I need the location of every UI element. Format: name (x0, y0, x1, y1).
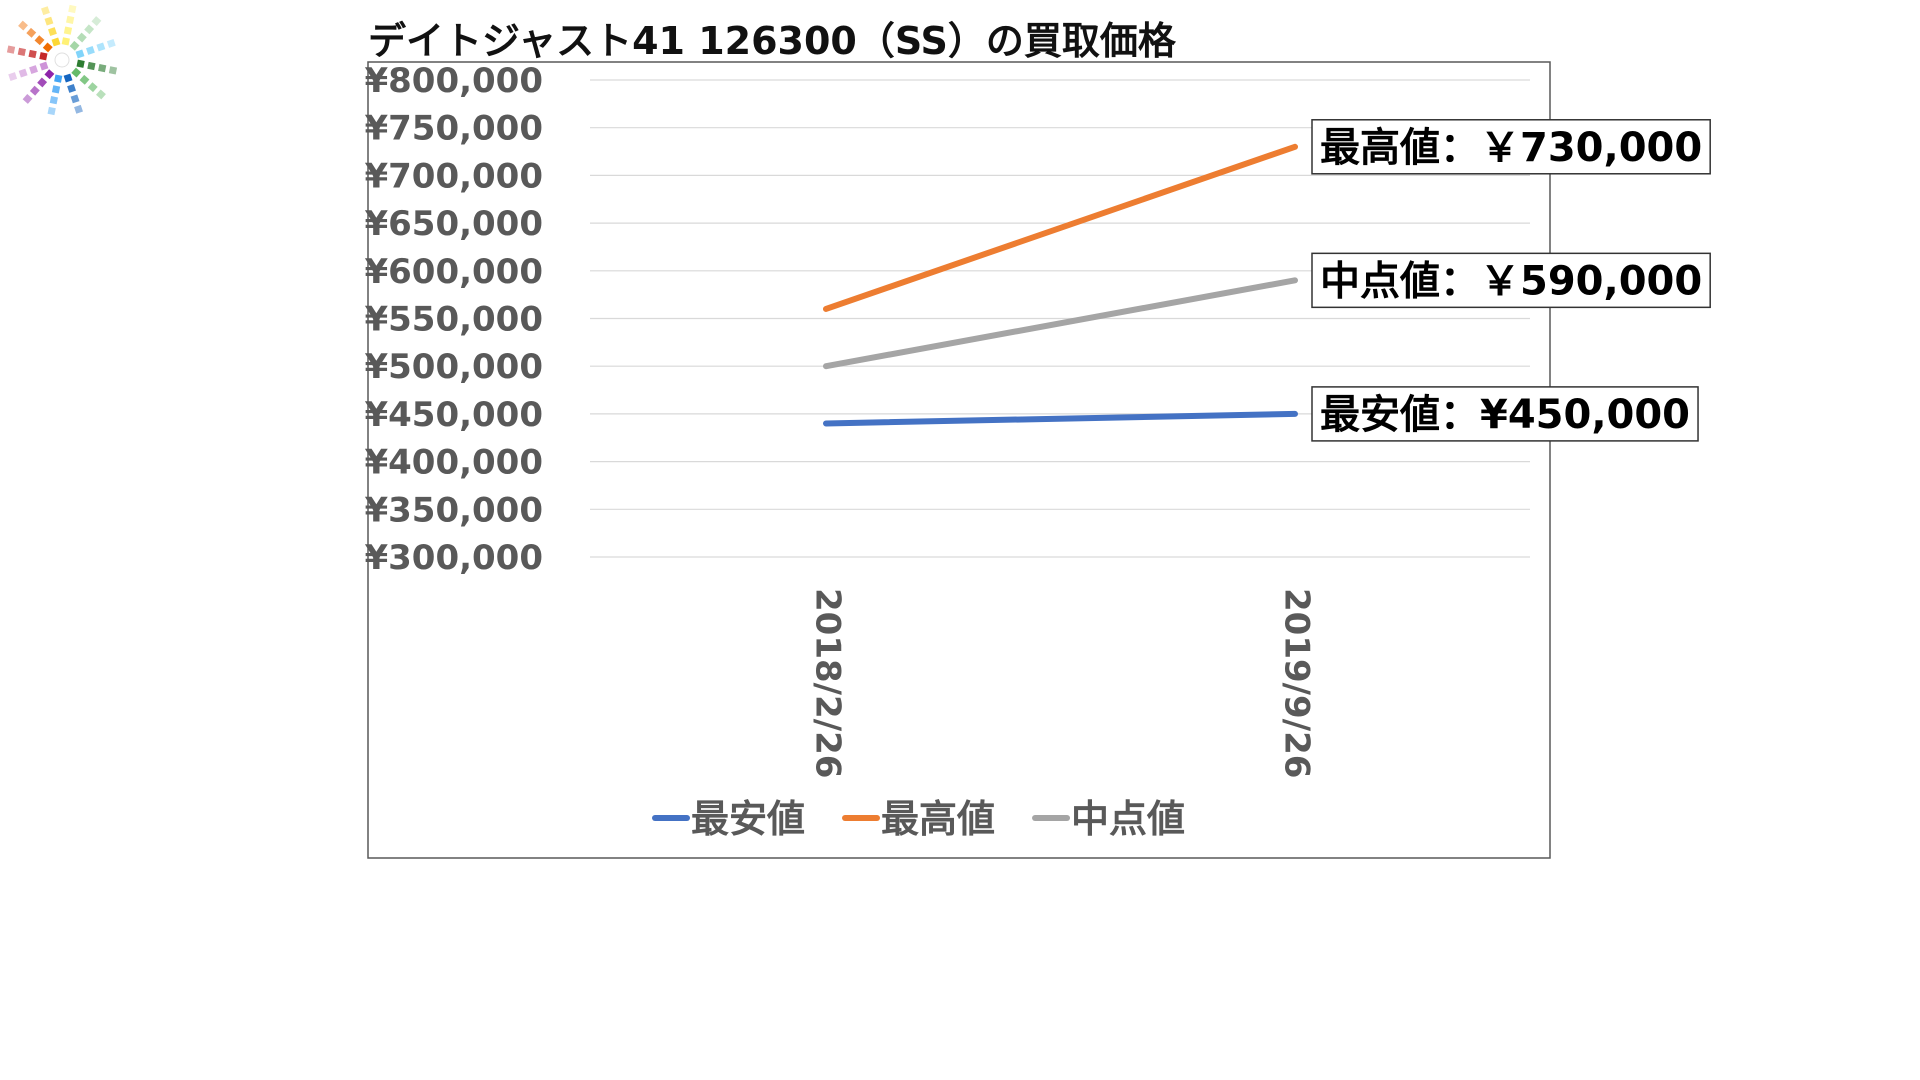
logo-dash (22, 94, 33, 104)
chart-frame (367, 61, 1551, 859)
y-tick-label: ¥500,000 (364, 347, 543, 387)
value-callout: 最安値：¥450,000 (1311, 386, 1699, 442)
logo-dash (70, 94, 80, 104)
logo-dash (98, 64, 107, 73)
logo-dash (96, 42, 106, 52)
logo-dash (47, 106, 56, 116)
callout-label: 最安値：¥450,000 (1320, 392, 1690, 438)
chart-title: デイトジャスト41 126300（SS）の買取価格 (368, 19, 1176, 63)
x-tick-label: 2019/9/26 (1277, 588, 1317, 778)
y-tick-label: ¥400,000 (364, 443, 543, 483)
logo-dash (67, 84, 76, 93)
logo-dash (39, 52, 48, 61)
y-tick-label: ¥450,000 (364, 395, 543, 435)
value-callouts: 最高値：￥730,000 中点値：￥590,000 最安値：¥450,000 (1311, 119, 1711, 442)
logo-dash (8, 72, 18, 81)
gridlines (590, 79, 1530, 558)
legend-label: 中点値 (1071, 797, 1185, 841)
y-tick-label: ¥550,000 (364, 300, 543, 340)
logo-dash (51, 85, 61, 94)
logo-dash (44, 69, 55, 80)
logo-dash (28, 49, 37, 59)
logo-dash (91, 16, 102, 26)
logo-dash (75, 49, 85, 59)
logo-dash (96, 89, 106, 100)
y-tick-label: ¥350,000 (364, 490, 543, 530)
logo-dash (87, 61, 96, 71)
x-tick-label: 2018/2/26 (808, 588, 848, 778)
logo-dash (76, 32, 87, 43)
x-axis-tick-labels: 2018/2/26 2019/9/26 (808, 588, 1317, 778)
logo-dash (61, 37, 70, 46)
series-line (823, 277, 1298, 370)
logo-dash (18, 68, 28, 78)
logo-dash (49, 96, 58, 105)
y-axis-tick-labels: ¥800,000 ¥750,000 ¥700,000 ¥650,000 ¥600,000… (364, 61, 543, 578)
callout-box (1311, 252, 1711, 309)
logo-dash (71, 67, 82, 78)
legend: 最安値 最高値 中点値 (652, 797, 1185, 841)
color-burst-logo (6, 4, 118, 116)
value-callout: 最高値：￥730,000 (1311, 119, 1711, 175)
legend-item: 最安値 (652, 797, 805, 841)
logo-dash (69, 40, 80, 51)
logo-dash (79, 74, 90, 85)
logo-dash (48, 27, 57, 36)
logo-dash (44, 16, 54, 26)
logo-dash (34, 35, 45, 46)
legend-label: 最安値 (691, 797, 805, 841)
y-tick-label: ¥600,000 (364, 252, 543, 292)
logo-dash (66, 15, 75, 24)
logo-dash (37, 77, 48, 88)
legend-item: 中点値 (1032, 797, 1185, 841)
logo-dash (51, 37, 61, 47)
series-line (823, 410, 1298, 427)
logo-dash (63, 26, 73, 35)
logo-dash (76, 59, 85, 68)
logo-dash (29, 85, 40, 96)
logo-dash (108, 66, 118, 75)
y-tick-label: ¥650,000 (364, 204, 543, 244)
logo-dash (86, 46, 95, 55)
callout-label: 中点値：￥590,000 (1320, 258, 1702, 304)
series-line (823, 143, 1298, 312)
logo-center (54, 52, 70, 68)
logo-dash (17, 47, 26, 56)
logo-dash (29, 65, 38, 74)
logo-dash (26, 27, 37, 38)
y-tick-label: ¥700,000 (364, 156, 543, 196)
logo-dash (87, 82, 98, 93)
logo-dash (84, 24, 95, 35)
logo-dash (42, 42, 53, 53)
legend-item: 最高値 (842, 797, 995, 841)
callout-box (1311, 119, 1711, 175)
logo-dash (74, 104, 83, 114)
y-tick-label: ¥750,000 (364, 109, 543, 149)
logo-dash (63, 73, 73, 83)
logo-dash (41, 6, 50, 16)
y-tick-label: ¥800,000 (364, 61, 543, 101)
logo-dash (68, 4, 77, 14)
callout-box (1311, 386, 1699, 442)
logo-dash (18, 20, 28, 31)
logo-dash (106, 39, 116, 48)
logo-dash (39, 61, 49, 71)
legend-label: 最高値 (881, 797, 995, 841)
y-tick-label: ¥300,000 (364, 538, 543, 578)
value-callout: 中点値：￥590,000 (1311, 252, 1711, 309)
series-lines (823, 143, 1298, 427)
logo-dash (54, 74, 63, 83)
logo-dash (6, 45, 16, 54)
callout-label: 最高値：￥730,000 (1320, 125, 1702, 171)
